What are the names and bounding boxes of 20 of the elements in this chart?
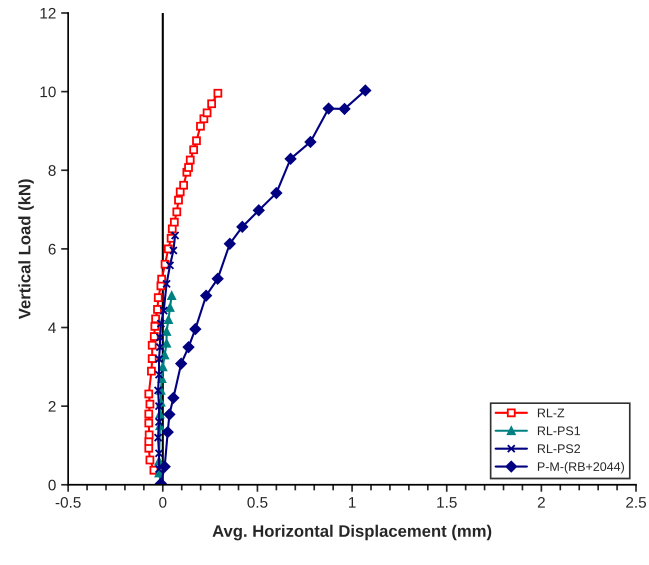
- y-tick-label: 6: [48, 244, 56, 255]
- legend-label: RL-PS2: [538, 444, 580, 454]
- x-tick-label: -0.5: [56, 496, 81, 508]
- y-tick-label: 12: [40, 8, 56, 19]
- y-tick-label: 4: [48, 322, 56, 334]
- y-tick-label: 0: [48, 480, 56, 490]
- legend-label: P-M-(RB+2044): [538, 462, 624, 474]
- x-tick-label: 1.5: [437, 497, 457, 508]
- x-tick-label: 0.5: [247, 496, 268, 508]
- legend-label: RL-Z: [538, 408, 564, 418]
- x-tick-label: 0: [159, 496, 166, 508]
- y-tick-label: 10: [40, 86, 56, 98]
- x-tick-label: 2.5: [626, 496, 646, 508]
- y-axis-title: Vertical Load (kN): [18, 179, 34, 320]
- x-axis-title: Avg. Horizontal Displacement (mm): [212, 524, 492, 540]
- legend-label: RL-PS1: [538, 426, 580, 436]
- y-tick-label: 8: [48, 165, 56, 176]
- x-tick-label: 1: [349, 497, 356, 508]
- y-tick-label: 2: [48, 401, 56, 412]
- x-tick-label: 2: [538, 496, 545, 508]
